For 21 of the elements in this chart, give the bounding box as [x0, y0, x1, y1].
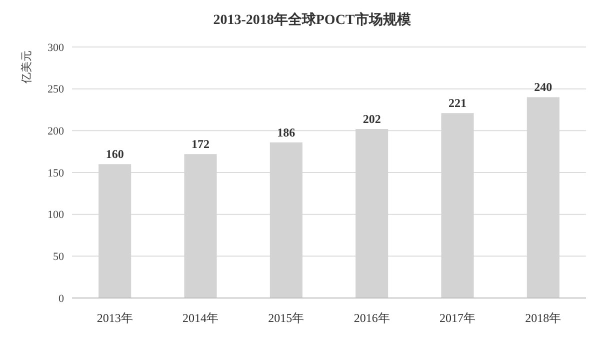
x-tick-label: 2015年	[268, 311, 304, 325]
data-label: 172	[192, 137, 210, 152]
y-tick-label: 150	[48, 167, 64, 180]
y-tick-label: 100	[48, 209, 64, 222]
data-label: 186	[277, 125, 296, 140]
data-label: 221	[448, 96, 466, 110]
y-axis-title: 亿美元	[20, 50, 33, 84]
chart-title: 2013-2018年全球POCT市场规模	[213, 11, 412, 28]
y-tick-label: 50	[53, 251, 64, 264]
x-tick-label: 2017年	[440, 311, 476, 325]
x-tick-label: 2016年	[354, 311, 390, 325]
data-label: 240	[534, 80, 552, 94]
x-tick-label: 2013年	[96, 311, 133, 325]
data-label: 160	[106, 147, 124, 162]
x-tick-label: 2014年	[182, 311, 218, 325]
data-label: 202	[362, 112, 381, 126]
y-tick-label: 250	[48, 84, 64, 96]
y-tick-label: 300	[48, 42, 64, 54]
y-tick-label: 200	[48, 126, 64, 138]
x-tick-label: 2018年	[525, 311, 562, 325]
y-tick-label: 0	[58, 292, 64, 305]
